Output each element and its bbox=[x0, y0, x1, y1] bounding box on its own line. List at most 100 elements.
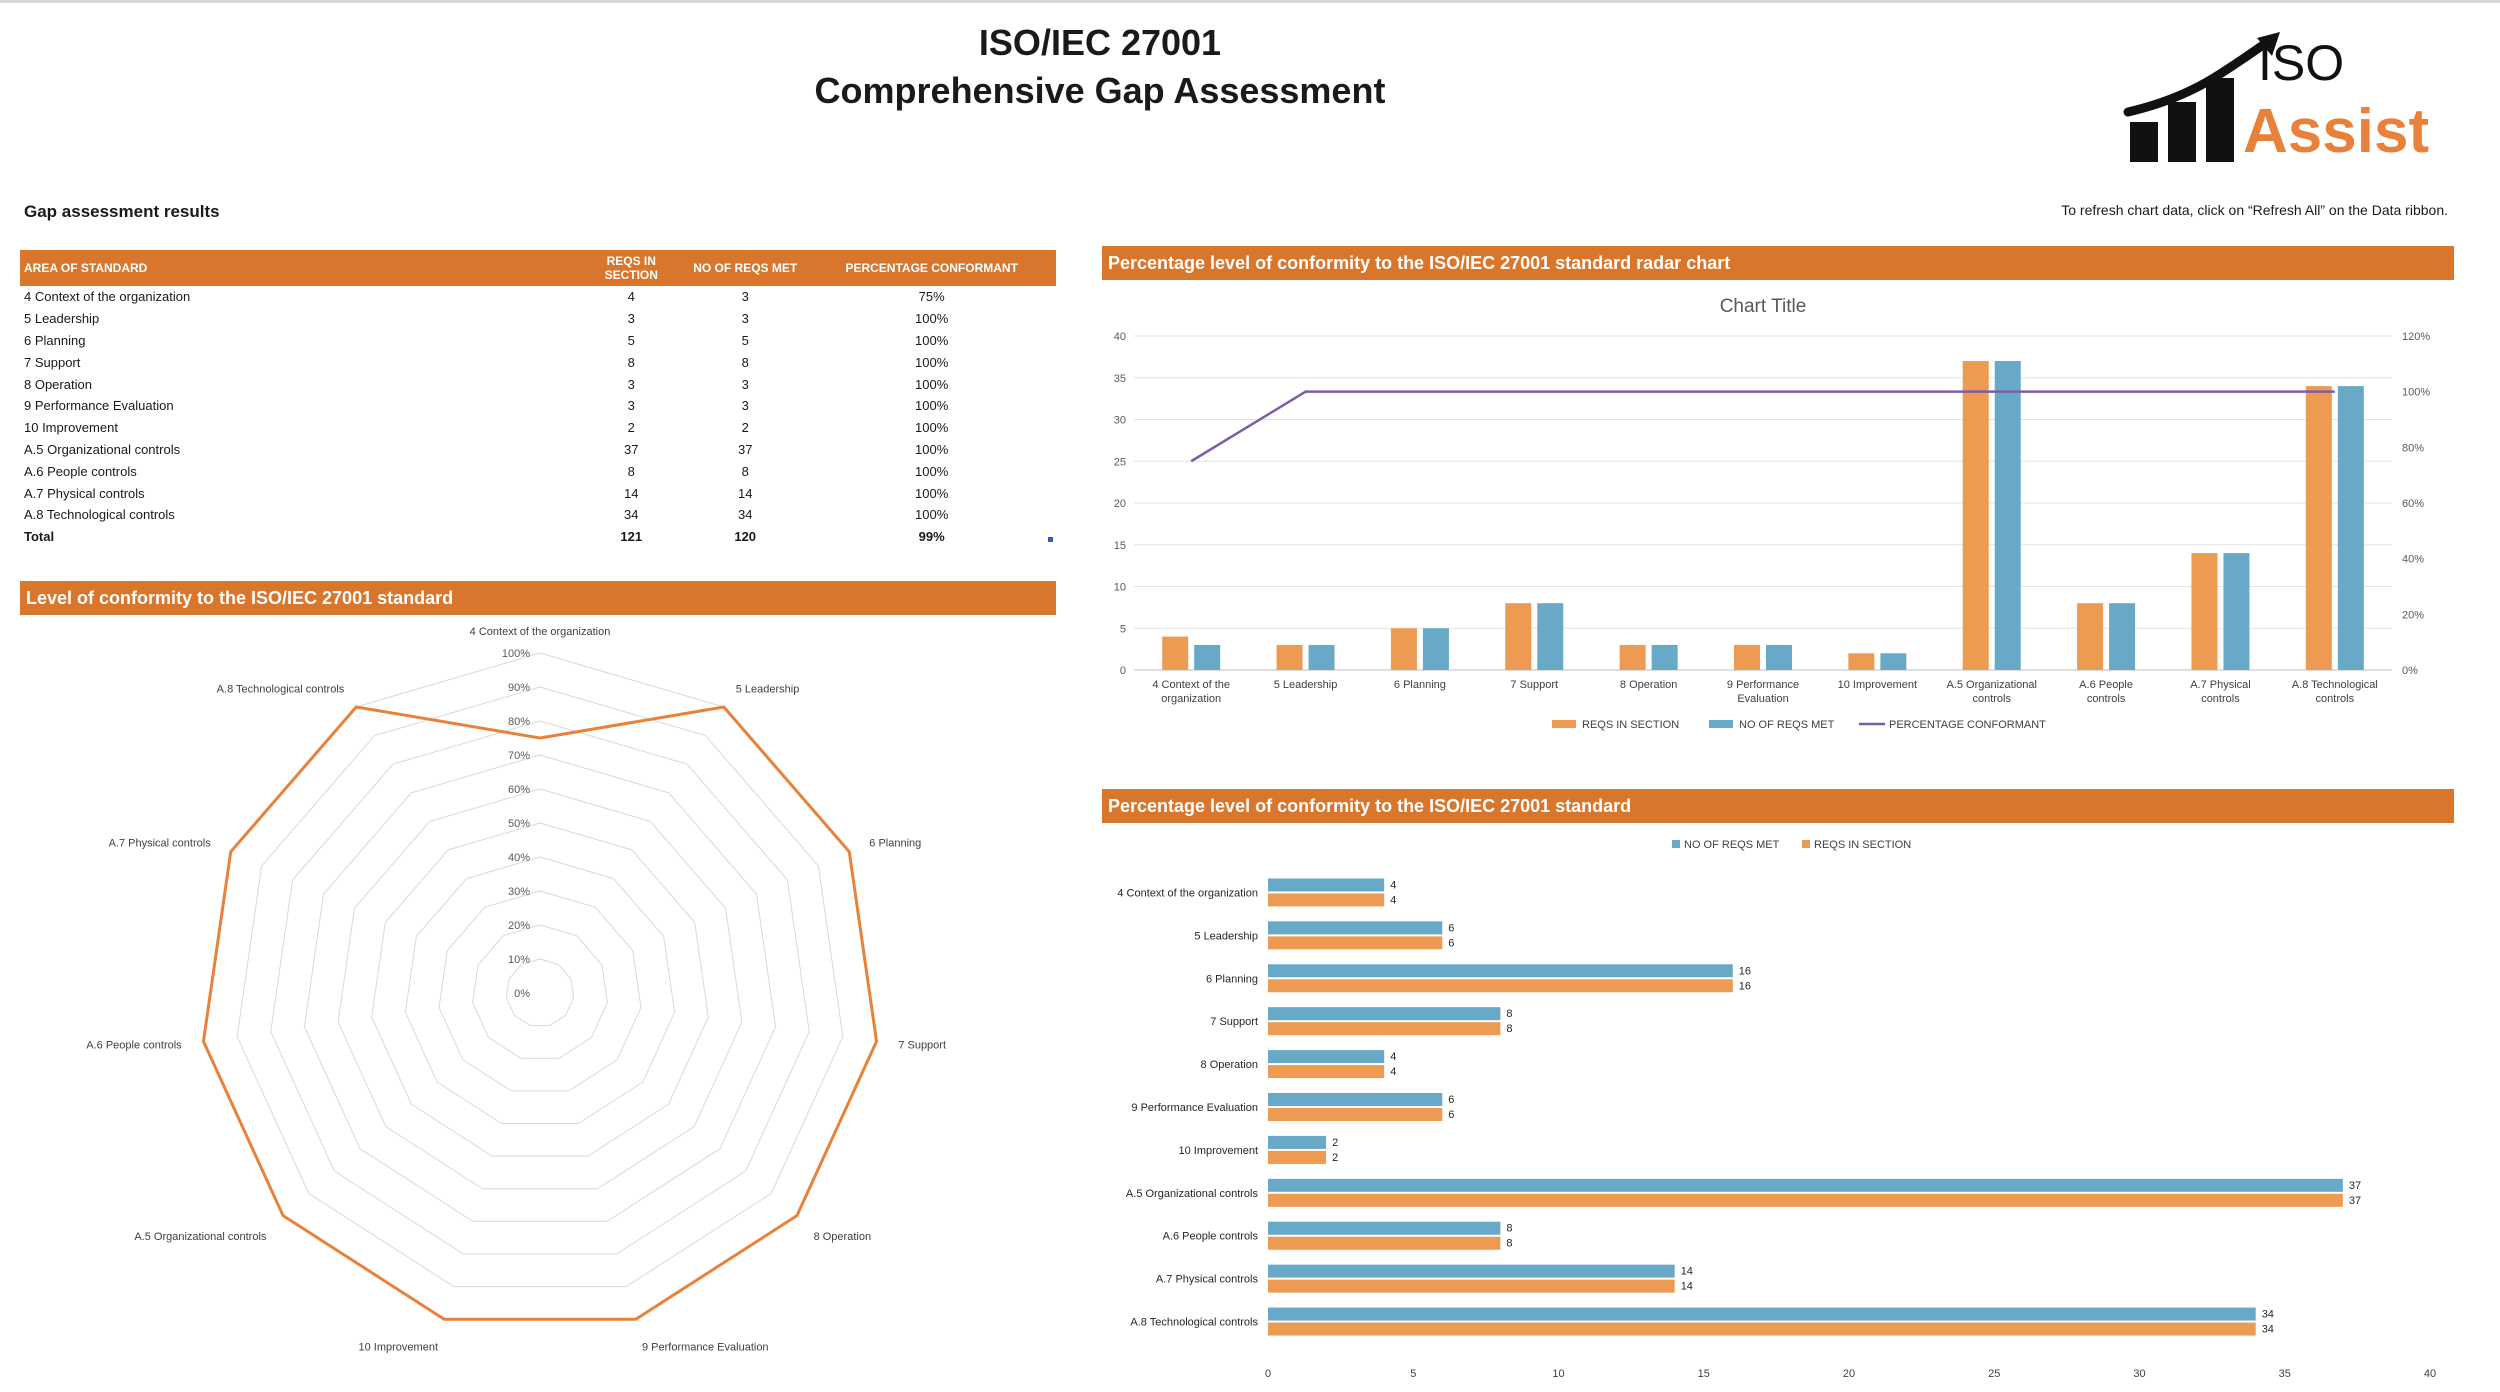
radar-gridline bbox=[270, 720, 810, 1255]
cell-met: 3 bbox=[741, 311, 749, 327]
combo-bar bbox=[2077, 603, 2104, 670]
radar-tick-label: 70% bbox=[508, 750, 530, 762]
cell-percentage: 75% bbox=[918, 289, 945, 305]
table-row: 10 Improvement 2 2 100% bbox=[20, 417, 1056, 439]
hbar-data-label: 4 bbox=[1390, 1066, 1396, 1078]
combo-x-tick-label: A.8 Technological controls bbox=[2292, 679, 2378, 705]
cell-area: A.6 People controls bbox=[24, 463, 137, 479]
radar-gridline bbox=[236, 686, 844, 1288]
combo-y-tick-label: 15 bbox=[1114, 540, 1126, 552]
combo-bar bbox=[1734, 644, 1760, 670]
hbar-data-label: 2 bbox=[1332, 1137, 1338, 1149]
cell-area: 6 Planning bbox=[24, 332, 86, 348]
combo-bar bbox=[2109, 603, 2136, 670]
combo-line-series bbox=[1190, 390, 2335, 463]
table-row: 5 Leadership 3 3 100% bbox=[20, 308, 1056, 330]
total-percentage: 99% bbox=[918, 529, 945, 545]
cell-percentage: 100% bbox=[915, 311, 949, 327]
radar-category-label: A.8 Technological controls bbox=[217, 683, 345, 695]
logo-bar-1 bbox=[2130, 122, 2158, 162]
combo-bar bbox=[1766, 644, 1792, 670]
cell-percentage: 100% bbox=[915, 485, 949, 501]
cell-met: 3 bbox=[741, 376, 749, 392]
combo-y-tick-label: 30 bbox=[1114, 415, 1126, 427]
hbar-bar bbox=[1268, 1093, 1443, 1106]
combo-legend-label: REQS IN SECTION bbox=[1582, 719, 1679, 731]
combo-y-tick-label: 5 bbox=[1120, 623, 1126, 635]
radar-gridline bbox=[371, 822, 709, 1157]
banner-hbar: Percentage level of conformity to the IS… bbox=[1102, 789, 2454, 823]
hbar-data-label: 16 bbox=[1739, 965, 1751, 977]
cell-met: 8 bbox=[741, 463, 749, 479]
combo-y-tick-label: 40 bbox=[1114, 331, 1126, 343]
cell-area: 5 Leadership bbox=[24, 311, 100, 327]
combo-x-tick-label: A.7 Physical controls bbox=[2190, 679, 2251, 705]
cell-met: 3 bbox=[741, 398, 749, 414]
radar-category-label: 5 Leadership bbox=[736, 683, 800, 695]
hbar-x-tick-label: 35 bbox=[2279, 1368, 2291, 1380]
table-row: 8 Operation 3 3 100% bbox=[20, 373, 1056, 395]
hbar-data-label: 34 bbox=[2262, 1309, 2274, 1321]
table-row: 7 Support 8 8 100% bbox=[20, 351, 1056, 373]
hbar-category-label: A.6 People controls bbox=[1163, 1231, 1259, 1243]
combo-x-tick-label: 8 Operation bbox=[1620, 679, 1677, 691]
hbar-legend-label: REQS IN SECTION bbox=[1814, 839, 1911, 851]
banner-combo: Percentage level of conformity to the IS… bbox=[1102, 246, 2454, 280]
hbar-category-label: 4 Context of the organization bbox=[1117, 887, 1258, 899]
hbar-category-label: A.8 Technological controls bbox=[1130, 1317, 1258, 1329]
cell-reqs: 14 bbox=[624, 485, 639, 501]
gap-assessment-table: AREA OF STANDARD REQS IN SECTION NO OF R… bbox=[20, 250, 1056, 548]
hbar-bar bbox=[1268, 1236, 1501, 1250]
logo-bar-2 bbox=[2168, 102, 2196, 162]
cell-met: 5 bbox=[741, 332, 749, 348]
cell-area: 4 Context of the organization bbox=[24, 289, 191, 305]
hbar-x-tick-label: 30 bbox=[2133, 1368, 2145, 1380]
cell-percentage: 100% bbox=[915, 376, 949, 392]
top-border bbox=[0, 0, 2500, 3]
radar-tick-label: 10% bbox=[508, 954, 530, 966]
total-label: Total bbox=[24, 529, 55, 545]
cell-reqs: 34 bbox=[624, 507, 639, 523]
banner-radar: Level of conformity to the ISO/IEC 27001… bbox=[20, 581, 1056, 615]
hbar-bar bbox=[1268, 1178, 2343, 1192]
cell-resize-handle[interactable] bbox=[1048, 537, 1053, 542]
hbar-category-label: 6 Planning bbox=[1206, 973, 1258, 985]
radar-series-line bbox=[201, 705, 879, 1321]
combo-y2-tick-label: 120% bbox=[2402, 331, 2430, 343]
cell-area: A.7 Physical controls bbox=[24, 485, 145, 501]
hbar-category-label: 9 Performance Evaluation bbox=[1131, 1102, 1258, 1114]
col-header-percentage: PERCENTAGE CONFORMANT bbox=[807, 250, 1056, 286]
cell-area: 9 Performance Evaluation bbox=[24, 398, 174, 414]
radar-tick-label: 90% bbox=[508, 682, 530, 694]
cell-met: 3 bbox=[741, 289, 749, 305]
table-row: 9 Performance Evaluation 3 3 100% bbox=[20, 395, 1056, 417]
radar-category-label: 6 Planning bbox=[869, 838, 921, 850]
combo-x-tick-label: A.6 People controls bbox=[2079, 679, 2133, 705]
hbar-data-label: 4 bbox=[1390, 879, 1396, 891]
cell-reqs: 5 bbox=[627, 332, 635, 348]
col-header-reqs: REQS IN SECTION bbox=[579, 250, 684, 286]
combo-y2-tick-label: 100% bbox=[2402, 387, 2430, 399]
radar-category-label: 10 Improvement bbox=[359, 1341, 438, 1353]
combo-y-tick-label: 0 bbox=[1120, 665, 1126, 677]
col-header-area: AREA OF STANDARD bbox=[20, 250, 580, 286]
radar-tick-label: 20% bbox=[508, 920, 530, 932]
cell-reqs: 2 bbox=[627, 420, 635, 436]
combo-chart-title: Chart Title bbox=[1720, 296, 1807, 317]
logo-word-assist: Assist bbox=[2243, 97, 2430, 166]
combo-bar bbox=[1848, 653, 1875, 670]
combo-y-tick-label: 25 bbox=[1114, 456, 1126, 468]
hbar-legend-label: NO OF REQS MET bbox=[1684, 839, 1780, 851]
table-header-row: AREA OF STANDARD REQS IN SECTION NO OF R… bbox=[20, 250, 1056, 286]
cell-met: 37 bbox=[737, 441, 753, 457]
cell-reqs: 3 bbox=[627, 376, 635, 392]
table-row: A.6 People controls 8 8 100% bbox=[20, 460, 1056, 482]
hbar-x-tick-label: 10 bbox=[1552, 1368, 1564, 1380]
cell-reqs: 4 bbox=[627, 289, 635, 305]
combo-bar bbox=[2223, 553, 2250, 670]
radar-category-label: A.6 People controls bbox=[86, 1040, 182, 1052]
combo-x-tick-label: 7 Support bbox=[1510, 679, 1558, 691]
combo-bar bbox=[1276, 644, 1303, 670]
cell-reqs: 3 bbox=[627, 311, 635, 327]
combo-bar bbox=[1651, 644, 1678, 670]
